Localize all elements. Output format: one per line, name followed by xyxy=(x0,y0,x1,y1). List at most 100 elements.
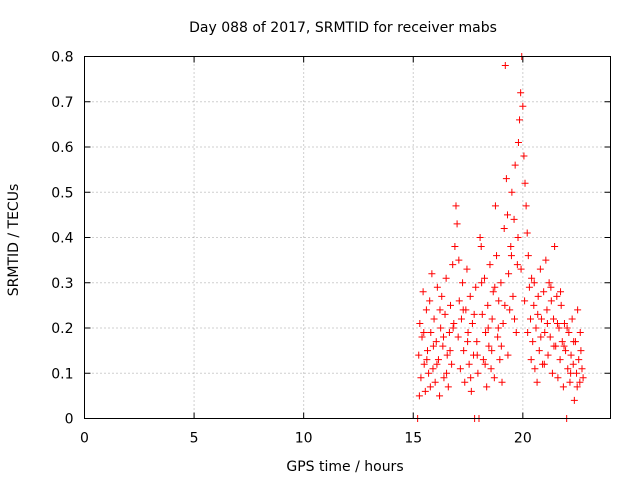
y-tick-label: 0.4 xyxy=(51,231,73,247)
data-point xyxy=(575,356,583,364)
data-point xyxy=(568,315,576,323)
data-point xyxy=(487,365,495,373)
data-point xyxy=(423,347,431,355)
data-point xyxy=(468,319,476,327)
data-point xyxy=(420,360,428,368)
data-point xyxy=(502,175,510,183)
data-point xyxy=(511,315,519,323)
y-tick-label: 0.3 xyxy=(51,276,73,292)
data-point xyxy=(449,324,457,332)
data-point xyxy=(467,387,475,395)
data-point xyxy=(480,274,488,282)
y-tick-label: 0.7 xyxy=(51,95,73,111)
data-point xyxy=(488,315,496,323)
data-point xyxy=(506,306,514,314)
data-point xyxy=(565,329,573,337)
data-point xyxy=(450,319,458,327)
data-point xyxy=(577,347,585,355)
data-point xyxy=(494,333,502,341)
data-point xyxy=(430,315,438,323)
x-axis-label: GPS time / hours xyxy=(286,459,403,475)
data-point xyxy=(490,374,498,382)
data-point xyxy=(431,378,439,386)
data-point xyxy=(439,333,447,341)
data-point xyxy=(478,279,486,287)
data-point xyxy=(464,338,472,346)
data-point xyxy=(470,310,478,318)
data-point xyxy=(512,329,520,337)
data-point xyxy=(483,383,491,391)
data-point xyxy=(420,329,428,337)
data-point xyxy=(570,396,578,404)
data-point xyxy=(437,324,445,332)
data-point xyxy=(444,383,452,391)
data-point xyxy=(507,252,515,260)
x-tick-label: 10 xyxy=(295,431,313,447)
grid-lines xyxy=(84,56,611,419)
data-point xyxy=(525,283,533,291)
data-point xyxy=(540,360,548,368)
data-point xyxy=(553,292,561,300)
data-point xyxy=(527,356,535,364)
data-point xyxy=(460,347,468,355)
data-point xyxy=(570,338,578,346)
data-point xyxy=(489,288,497,296)
data-point xyxy=(482,329,490,337)
data-point xyxy=(423,356,431,364)
data-point xyxy=(554,374,562,382)
axis-ticks: 0 0.1 0.2 0.3 0.4 0.5 0.6 0.7 0.8 0 5 10 15 20 xyxy=(51,50,611,447)
data-point xyxy=(417,374,425,382)
data-point xyxy=(496,356,504,364)
data-point xyxy=(455,256,463,264)
data-point xyxy=(467,374,475,382)
data-point xyxy=(448,360,456,368)
data-point xyxy=(559,383,567,391)
data-point xyxy=(503,211,511,219)
data-point xyxy=(544,351,552,359)
y-tick-label: 0.6 xyxy=(51,140,73,156)
data-point xyxy=(550,342,558,350)
data-point xyxy=(484,301,492,309)
data-point xyxy=(521,297,529,305)
data-point xyxy=(440,374,448,382)
data-point xyxy=(472,283,480,291)
data-point xyxy=(445,329,453,337)
data-point xyxy=(493,252,501,260)
data-point xyxy=(500,224,508,232)
data-point xyxy=(516,116,524,124)
x-tick-label: 15 xyxy=(404,431,422,447)
data-point xyxy=(459,279,467,287)
data-point xyxy=(504,351,512,359)
data-point xyxy=(574,306,582,314)
data-point xyxy=(517,89,525,97)
y-tick-label: 0.2 xyxy=(51,321,73,337)
y-tick-label: 0.5 xyxy=(51,185,73,201)
data-point xyxy=(533,378,541,386)
data-point xyxy=(573,383,581,391)
data-point xyxy=(438,292,446,300)
data-point xyxy=(520,152,528,160)
data-point xyxy=(567,369,575,377)
data-point xyxy=(491,283,499,291)
data-point xyxy=(578,365,586,373)
data-point xyxy=(558,338,566,346)
data-point xyxy=(459,306,467,314)
data-points xyxy=(414,53,587,422)
data-point xyxy=(441,310,449,318)
data-point xyxy=(439,342,447,350)
data-point xyxy=(524,329,532,337)
data-point xyxy=(498,378,506,386)
data-point xyxy=(464,329,472,337)
data-point xyxy=(433,283,441,291)
data-point xyxy=(547,283,555,291)
data-point xyxy=(484,324,492,332)
data-point xyxy=(514,234,522,241)
data-point xyxy=(473,351,481,359)
data-point xyxy=(455,297,463,305)
data-point xyxy=(479,356,487,364)
data-point xyxy=(521,179,529,187)
data-point xyxy=(560,319,568,327)
y-axis-label: SRMTID / TECUs xyxy=(6,184,22,297)
data-point xyxy=(434,356,442,364)
